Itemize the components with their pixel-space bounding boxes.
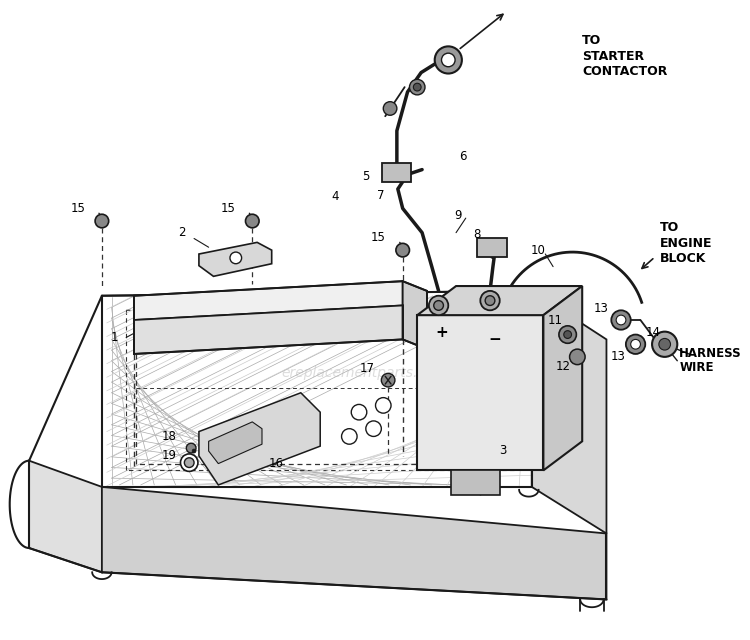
Circle shape [442,53,455,67]
Polygon shape [403,281,427,349]
Text: −: − [488,332,501,347]
Text: 15: 15 [220,202,236,215]
Circle shape [396,243,410,257]
Text: 17: 17 [359,362,374,375]
Text: 8: 8 [474,228,481,241]
Circle shape [192,449,196,453]
Circle shape [435,46,462,74]
Polygon shape [199,243,272,276]
Text: 16: 16 [269,457,284,470]
Text: 1: 1 [111,331,118,344]
Circle shape [376,397,391,413]
Text: 11: 11 [548,314,562,326]
Text: 18: 18 [161,430,176,443]
Circle shape [184,458,194,467]
Circle shape [626,335,645,354]
Polygon shape [544,286,582,470]
Circle shape [429,296,448,315]
Text: 15: 15 [70,202,85,215]
Text: 10: 10 [531,244,546,257]
Polygon shape [452,470,500,495]
Circle shape [181,454,198,472]
Polygon shape [532,291,607,534]
Polygon shape [417,315,544,470]
Text: 2: 2 [178,226,185,239]
Circle shape [611,310,631,330]
Text: 13: 13 [594,302,609,315]
Circle shape [95,214,109,228]
Text: 12: 12 [555,360,570,373]
Text: HARNESS: HARNESS [680,348,742,360]
Polygon shape [134,281,403,320]
Circle shape [616,315,626,325]
Text: 4: 4 [331,190,338,204]
Circle shape [413,83,421,91]
Text: TO: TO [582,34,602,47]
Polygon shape [478,237,506,257]
Circle shape [410,79,425,95]
Circle shape [381,373,395,387]
Polygon shape [134,305,403,354]
Polygon shape [199,393,320,485]
Circle shape [480,291,500,310]
Circle shape [564,331,572,339]
Circle shape [569,349,585,365]
Text: CONTACTOR: CONTACTOR [582,65,668,78]
Text: ereplacementparts.com: ereplacementparts.com [280,366,447,380]
Circle shape [559,326,577,343]
Text: 5: 5 [362,170,370,183]
Text: 9: 9 [454,209,462,221]
Text: 6: 6 [459,150,466,163]
Text: 3: 3 [499,445,506,458]
Polygon shape [102,487,607,600]
Polygon shape [29,461,102,572]
Circle shape [652,332,677,357]
Circle shape [186,444,196,453]
Text: 14: 14 [646,326,661,339]
Circle shape [631,339,640,349]
Text: 7: 7 [376,189,384,202]
Text: STARTER: STARTER [582,49,644,63]
Text: BLOCK: BLOCK [660,252,706,266]
Polygon shape [382,163,412,182]
Circle shape [485,296,495,305]
Text: 13: 13 [610,350,626,364]
Text: 15: 15 [371,231,386,244]
Circle shape [433,301,443,310]
Circle shape [245,214,259,228]
Circle shape [341,429,357,444]
Text: 19: 19 [161,449,176,462]
Circle shape [383,102,397,115]
Text: WIRE: WIRE [680,361,714,374]
Circle shape [230,252,242,264]
Polygon shape [209,422,262,463]
Text: TO: TO [660,221,679,234]
Circle shape [658,339,670,350]
Circle shape [366,421,381,436]
Text: ENGINE: ENGINE [660,237,712,250]
Text: +: + [435,325,448,340]
Polygon shape [417,286,582,315]
Circle shape [351,404,367,420]
